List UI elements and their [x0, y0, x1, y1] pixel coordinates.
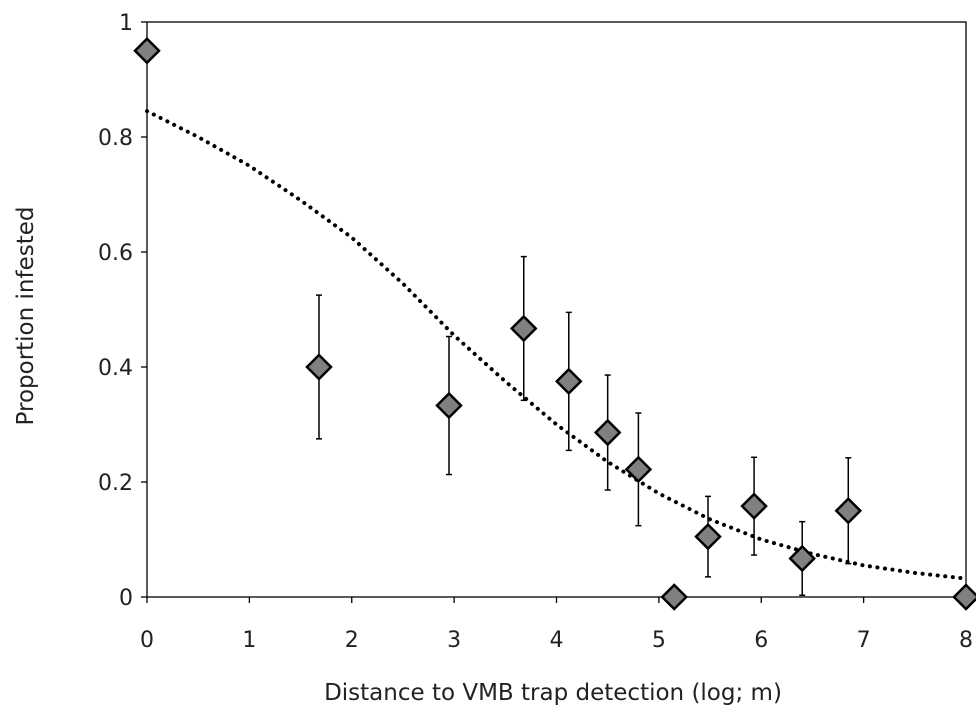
y-tick-label: 1 — [119, 11, 133, 36]
data-point — [509, 314, 538, 343]
x-tick-label: 5 — [652, 628, 666, 653]
data-point — [788, 544, 816, 573]
x-axis-title: Distance to VMB trap detection (log; m) — [324, 680, 782, 706]
x-tick-label: 8 — [959, 628, 973, 653]
data-point — [133, 36, 161, 65]
x-tick-label: 2 — [345, 628, 359, 653]
fit-curve — [145, 109, 968, 581]
data-point — [555, 367, 583, 396]
x-tick-label: 6 — [754, 628, 768, 653]
data-point — [952, 583, 976, 611]
data-point — [834, 496, 863, 525]
y-tick-label: 0.4 — [98, 356, 133, 381]
x-tick-label: 1 — [242, 628, 256, 653]
data-point — [624, 455, 653, 484]
data-point — [660, 583, 688, 611]
y-tick-label: 0 — [119, 586, 133, 611]
y-tick-label: 0.6 — [98, 241, 133, 266]
y-axis-title: Proportion infested — [13, 207, 39, 426]
plot-area: 0 0.2 0.4 0.6 0.8 1 0 1 2 3 4 5 6 7 8 — [98, 11, 976, 653]
data-point — [694, 522, 722, 551]
data-point — [740, 492, 768, 520]
x-tick-label: 0 — [140, 628, 154, 653]
data-point — [305, 353, 333, 381]
x-tick-label: 3 — [447, 628, 461, 653]
data-point — [593, 418, 622, 447]
x-tick-label: 4 — [550, 628, 564, 653]
y-tick-label: 0.2 — [98, 471, 133, 496]
data-point — [435, 391, 463, 420]
y-tick-label: 0.8 — [98, 126, 133, 151]
x-tick-label: 7 — [857, 628, 871, 653]
